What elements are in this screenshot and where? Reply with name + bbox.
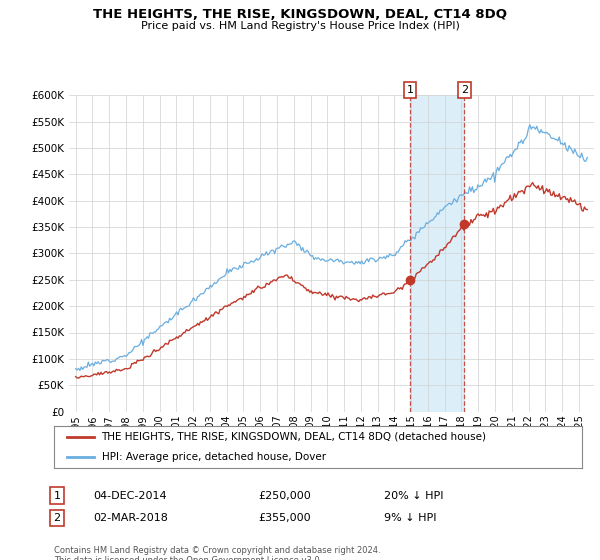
Text: Price paid vs. HM Land Registry's House Price Index (HPI): Price paid vs. HM Land Registry's House …	[140, 21, 460, 31]
Text: £355,000: £355,000	[258, 513, 311, 523]
Text: HPI: Average price, detached house, Dover: HPI: Average price, detached house, Dove…	[101, 452, 326, 462]
Text: 04-DEC-2014: 04-DEC-2014	[93, 491, 167, 501]
Text: 1: 1	[406, 85, 413, 95]
Text: 9% ↓ HPI: 9% ↓ HPI	[384, 513, 437, 523]
Bar	[410, 95, 464, 412]
Text: £250,000: £250,000	[258, 491, 311, 501]
Text: Contains HM Land Registry data © Crown copyright and database right 2024.
This d: Contains HM Land Registry data © Crown c…	[54, 546, 380, 560]
Text: 20% ↓ HPI: 20% ↓ HPI	[384, 491, 443, 501]
Text: 2: 2	[53, 513, 61, 523]
Text: THE HEIGHTS, THE RISE, KINGSDOWN, DEAL, CT14 8DQ: THE HEIGHTS, THE RISE, KINGSDOWN, DEAL, …	[93, 8, 507, 21]
Text: 02-MAR-2018: 02-MAR-2018	[93, 513, 168, 523]
Text: 1: 1	[53, 491, 61, 501]
Text: 2: 2	[461, 85, 468, 95]
Text: THE HEIGHTS, THE RISE, KINGSDOWN, DEAL, CT14 8DQ (detached house): THE HEIGHTS, THE RISE, KINGSDOWN, DEAL, …	[101, 432, 487, 442]
